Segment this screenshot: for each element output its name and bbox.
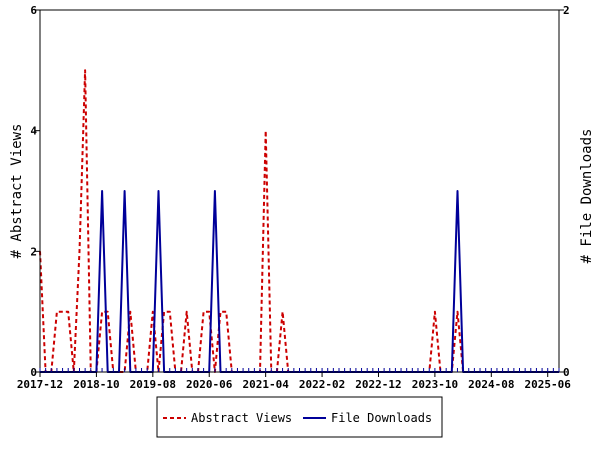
x-tick-label: 2024-08 [468, 378, 514, 391]
x-tick-label: 2025-06 [525, 378, 572, 391]
y-tick-label: 0 [30, 366, 37, 379]
y2-tick-label: 0 [563, 366, 570, 379]
legend-label-file-downloads: File Downloads [331, 411, 432, 425]
plot-area [39, 69, 559, 373]
y2-axis-title: # File Downloads [579, 129, 595, 264]
x-tick-label: 2018-10 [73, 378, 119, 391]
x-tick-label: 2021-04 [242, 378, 289, 391]
legend-label-abstract-views: Abstract Views [191, 411, 292, 425]
x-tick-label: 2017-12 [17, 378, 63, 391]
y-tick-label: 4 [30, 125, 37, 138]
y-axis-title: # Abstract Views [9, 124, 25, 259]
series-line-file-downloads [40, 190, 559, 373]
y2-tick-label: 2 [563, 4, 570, 17]
x-tick-label: 2019-08 [130, 378, 176, 391]
legend-box [156, 396, 443, 438]
plot-frame [39, 9, 560, 373]
x-tick-label: 2023-10 [412, 378, 458, 391]
x-tick-label: 2022-12 [355, 378, 401, 391]
series-line-abstract-views [39, 69, 559, 373]
y-tick-label: 2 [30, 245, 37, 258]
x-tick-label: 2022-02 [299, 378, 345, 391]
y-tick-label: 6 [30, 4, 37, 17]
legend: Abstract Views File Downloads [156, 396, 443, 438]
x-tick-label: 2020-06 [186, 378, 233, 391]
axes: 2017-12 2018-10 2019-08 2020-06 2021-04 2022-… [17, 4, 571, 391]
